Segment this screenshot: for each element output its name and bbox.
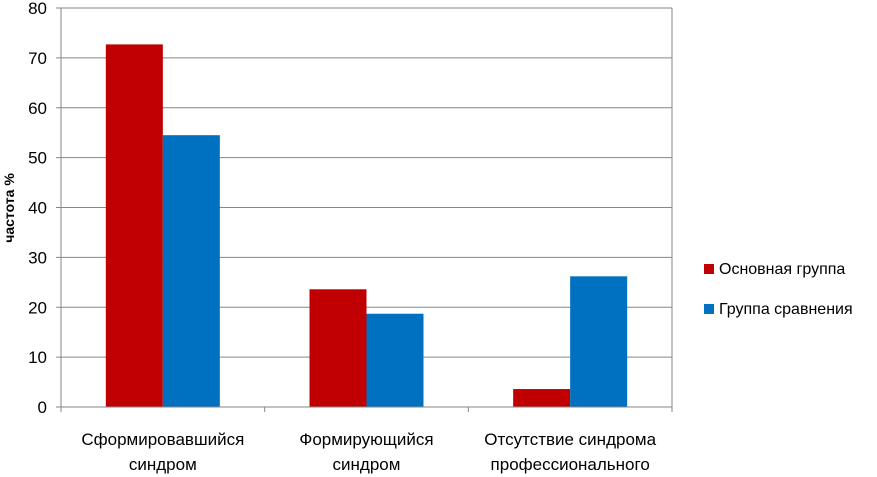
x-tick-label: Сформировавшийся синдром	[81, 430, 244, 474]
bar	[162, 135, 220, 407]
bar	[570, 276, 628, 407]
x-tick-label: Отсутствие синдрома профессионального	[484, 430, 656, 474]
y-tick-label: 70	[28, 49, 47, 68]
axes	[60, 8, 673, 412]
y-axis-label: частота %	[1, 173, 17, 243]
legend-label: Основная группа	[719, 261, 845, 278]
y-tick-label: 10	[28, 348, 47, 367]
y-axis-ticks: 0 10 20 30 40 50 60 70 80	[28, 0, 61, 417]
y-tick-label: 30	[28, 248, 47, 267]
y-tick-label: 40	[28, 199, 47, 218]
legend-label: Группа сравнения	[719, 301, 853, 318]
legend-swatch	[704, 304, 714, 314]
bar	[513, 389, 571, 407]
legend-swatch	[704, 264, 714, 274]
bar	[366, 313, 424, 407]
legend: Основная группа Группа сравнения	[704, 261, 853, 318]
y-tick-label: 50	[28, 149, 47, 168]
bar	[309, 289, 367, 407]
y-tick-label: 0	[38, 398, 47, 417]
y-tick-label: 80	[28, 0, 47, 18]
bar	[105, 44, 163, 407]
category-labels: Сформировавшийся синдром Формирующийся синд…	[81, 430, 656, 474]
y-tick-label: 20	[28, 298, 47, 317]
y-tick-label: 60	[28, 99, 47, 118]
bars	[105, 44, 628, 407]
x-tick-label: Формирующийся синдром	[299, 430, 433, 474]
